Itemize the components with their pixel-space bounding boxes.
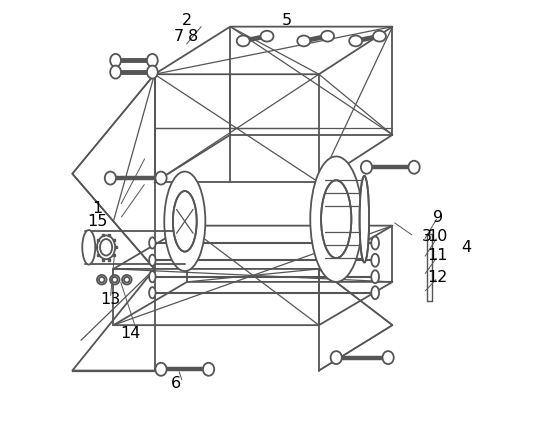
Text: 15: 15 xyxy=(87,214,108,229)
Text: 11: 11 xyxy=(428,248,448,263)
Ellipse shape xyxy=(164,171,206,271)
Ellipse shape xyxy=(237,36,250,46)
Ellipse shape xyxy=(149,255,155,266)
Text: 1: 1 xyxy=(92,201,103,216)
Text: 13: 13 xyxy=(100,292,121,307)
Ellipse shape xyxy=(110,54,121,67)
Ellipse shape xyxy=(97,235,115,259)
Ellipse shape xyxy=(361,161,372,174)
Text: 4: 4 xyxy=(461,240,471,255)
Text: 12: 12 xyxy=(428,270,448,285)
Ellipse shape xyxy=(310,156,362,282)
Ellipse shape xyxy=(359,176,369,263)
Ellipse shape xyxy=(371,254,379,267)
Ellipse shape xyxy=(349,36,362,46)
Text: 7: 7 xyxy=(173,29,183,44)
Ellipse shape xyxy=(173,191,197,252)
Ellipse shape xyxy=(97,275,106,285)
Ellipse shape xyxy=(155,171,167,184)
Ellipse shape xyxy=(110,275,120,285)
Ellipse shape xyxy=(155,363,167,376)
Ellipse shape xyxy=(122,275,131,285)
Text: 8: 8 xyxy=(187,29,198,44)
Ellipse shape xyxy=(99,277,105,283)
Ellipse shape xyxy=(149,237,155,249)
Ellipse shape xyxy=(261,31,273,42)
Ellipse shape xyxy=(82,230,95,265)
Ellipse shape xyxy=(149,271,155,283)
Ellipse shape xyxy=(321,31,334,42)
Text: 10: 10 xyxy=(428,229,448,244)
Ellipse shape xyxy=(371,237,379,250)
Text: 6: 6 xyxy=(171,376,181,391)
Text: 14: 14 xyxy=(121,326,141,341)
Ellipse shape xyxy=(124,277,130,283)
Ellipse shape xyxy=(373,31,386,42)
Text: 9: 9 xyxy=(433,210,443,224)
Ellipse shape xyxy=(382,351,394,364)
Ellipse shape xyxy=(105,171,116,184)
Ellipse shape xyxy=(100,239,112,256)
Ellipse shape xyxy=(371,286,379,299)
Text: 2: 2 xyxy=(182,13,192,28)
Ellipse shape xyxy=(149,287,155,298)
Ellipse shape xyxy=(297,36,310,46)
Ellipse shape xyxy=(147,54,158,67)
Ellipse shape xyxy=(321,180,351,258)
Ellipse shape xyxy=(112,277,117,283)
Ellipse shape xyxy=(147,66,158,79)
Text: 3: 3 xyxy=(422,229,432,244)
Ellipse shape xyxy=(110,66,121,79)
Ellipse shape xyxy=(203,363,214,376)
Text: 5: 5 xyxy=(281,13,292,28)
Ellipse shape xyxy=(331,351,342,364)
Ellipse shape xyxy=(409,161,420,174)
Ellipse shape xyxy=(371,270,379,283)
